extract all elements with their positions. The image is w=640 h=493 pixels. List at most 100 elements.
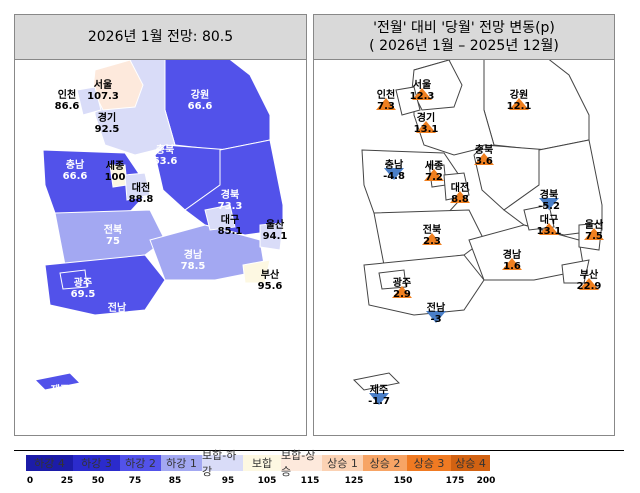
legend-item: 보합 [243, 455, 281, 471]
up-triangle-icon [424, 169, 444, 181]
region-부산 [561, 259, 590, 284]
region-value: 12.1 [506, 101, 532, 112]
region-value: 88.8 [128, 194, 154, 205]
region-광주 [59, 269, 88, 290]
region-label: 인천 7.3 [377, 90, 395, 112]
region-value: 92.5 [94, 124, 120, 135]
region-label: 울산 94.1 [263, 220, 288, 242]
region-name: 전남 [107, 303, 127, 314]
region-value: 63.6 [104, 314, 130, 325]
region-value: 62.5 [47, 396, 73, 407]
region-name: 전북 [103, 225, 123, 236]
up-triangle-icon [509, 98, 529, 110]
current-outlook-title: 2026년 1월 전망: 80.5 [15, 15, 306, 60]
region-label: 세종 100 [105, 161, 126, 183]
legend-tick: 125 [344, 476, 364, 486]
region-name: 광주 [392, 278, 412, 289]
region-value: 12.3 [409, 91, 435, 102]
legend-item: 상승 3 [407, 455, 451, 471]
up-triangle-icon [502, 258, 522, 270]
legend-tick: 85 [168, 476, 182, 486]
region-name: 충남 [65, 160, 85, 171]
region-value: 13.1 [413, 124, 439, 135]
legend-tick: 200 [476, 476, 496, 486]
region-label: 경남 78.5 [181, 250, 206, 272]
legend-tick: 0 [26, 476, 34, 486]
region-name: 부산 [260, 270, 280, 281]
region-name: 경북 [220, 190, 240, 201]
region-name: 광주 [73, 278, 93, 289]
change-title: '전월' 대비 '당월' 전망 변동(p) ( 2026년 1월 – 2025년… [314, 15, 614, 60]
legend-ticks: 0 25 50 75 85 95 105 115 125 150 175 200 [0, 476, 640, 490]
region-인천 [395, 86, 421, 116]
legend-item: 상승 4 [451, 455, 490, 471]
legend-item: 상승 1 [322, 455, 363, 471]
region-label: 경남 1.6 [503, 250, 521, 272]
region-value: 85.1 [217, 226, 243, 237]
region-value: 100 [104, 172, 126, 183]
region-부산 [242, 259, 271, 284]
region-name: 강원 [190, 90, 210, 101]
region-name: 전남 [426, 303, 446, 314]
region-인천 [76, 86, 102, 116]
region-value: 63.6 [152, 156, 178, 167]
region-label: 전남 -3 [427, 303, 445, 325]
region-label: 제주 62.5 [48, 385, 73, 407]
region-제주 [352, 372, 401, 391]
region-label: 대구 85.1 [218, 215, 243, 237]
region-name: 전북 [422, 225, 442, 236]
region-name: 대구 [220, 215, 240, 226]
region-label: 충북 63.6 [153, 145, 178, 167]
region-value: 7.3 [377, 101, 395, 112]
region-label: 전북 2.3 [423, 225, 441, 247]
region-value: -3 [430, 314, 442, 325]
region-name: 세종 [424, 161, 444, 172]
legend-tick: 175 [445, 476, 465, 486]
legend-tick: 25 [60, 476, 74, 486]
region-label: 충남 66.6 [63, 160, 88, 182]
region-강원 [483, 60, 590, 151]
region-name: 충북 [474, 145, 494, 156]
legend-tick: 150 [393, 476, 413, 486]
region-value: 2.3 [423, 236, 441, 247]
region-label: 전남 63.6 [105, 303, 130, 325]
legend-item: 하강 1 [161, 455, 202, 471]
region-label: 강원 12.1 [507, 90, 532, 112]
region-강원 [164, 60, 271, 151]
region-name: 세종 [105, 161, 125, 172]
region-name: 인천 [376, 90, 396, 101]
region-name: 대구 [539, 215, 559, 226]
region-value: 69.5 [70, 289, 96, 300]
region-value: 3.6 [475, 156, 493, 167]
legend-item: 하강 2 [120, 455, 161, 471]
legend-tick: 105 [257, 476, 277, 486]
region-name: 대전 [131, 183, 151, 194]
down-triangle-icon [369, 393, 389, 405]
region-name: 제주 [50, 385, 70, 396]
region-name: 울산 [584, 220, 604, 231]
region-전남 [363, 254, 485, 316]
divider [14, 450, 624, 451]
region-value: 2.9 [393, 289, 411, 300]
region-name: 충남 [384, 160, 404, 171]
region-name: 경기 [97, 113, 117, 124]
region-value: 66.6 [62, 171, 88, 182]
region-label: 부산 95.6 [258, 270, 283, 292]
region-label: 충남 -4.8 [383, 160, 405, 182]
region-전남 [44, 254, 166, 316]
up-triangle-icon [579, 278, 599, 290]
region-value: 7.5 [585, 231, 603, 242]
legend-item: 하강 4 [26, 455, 73, 471]
region-value: 107.3 [87, 91, 119, 102]
region-label: 세종 7.2 [425, 161, 443, 183]
down-triangle-icon [426, 311, 446, 323]
region-label: 대전 88.8 [129, 183, 154, 205]
legend-tick: 115 [300, 476, 320, 486]
region-label: 경기 13.1 [414, 113, 439, 135]
region-label: 강원 66.6 [188, 90, 213, 112]
outlook-map [33, 60, 284, 391]
region-label: 서울 107.3 [87, 80, 119, 102]
region-name: 제주 [369, 385, 389, 396]
region-name: 서울 [412, 80, 432, 91]
region-제주 [33, 372, 82, 391]
